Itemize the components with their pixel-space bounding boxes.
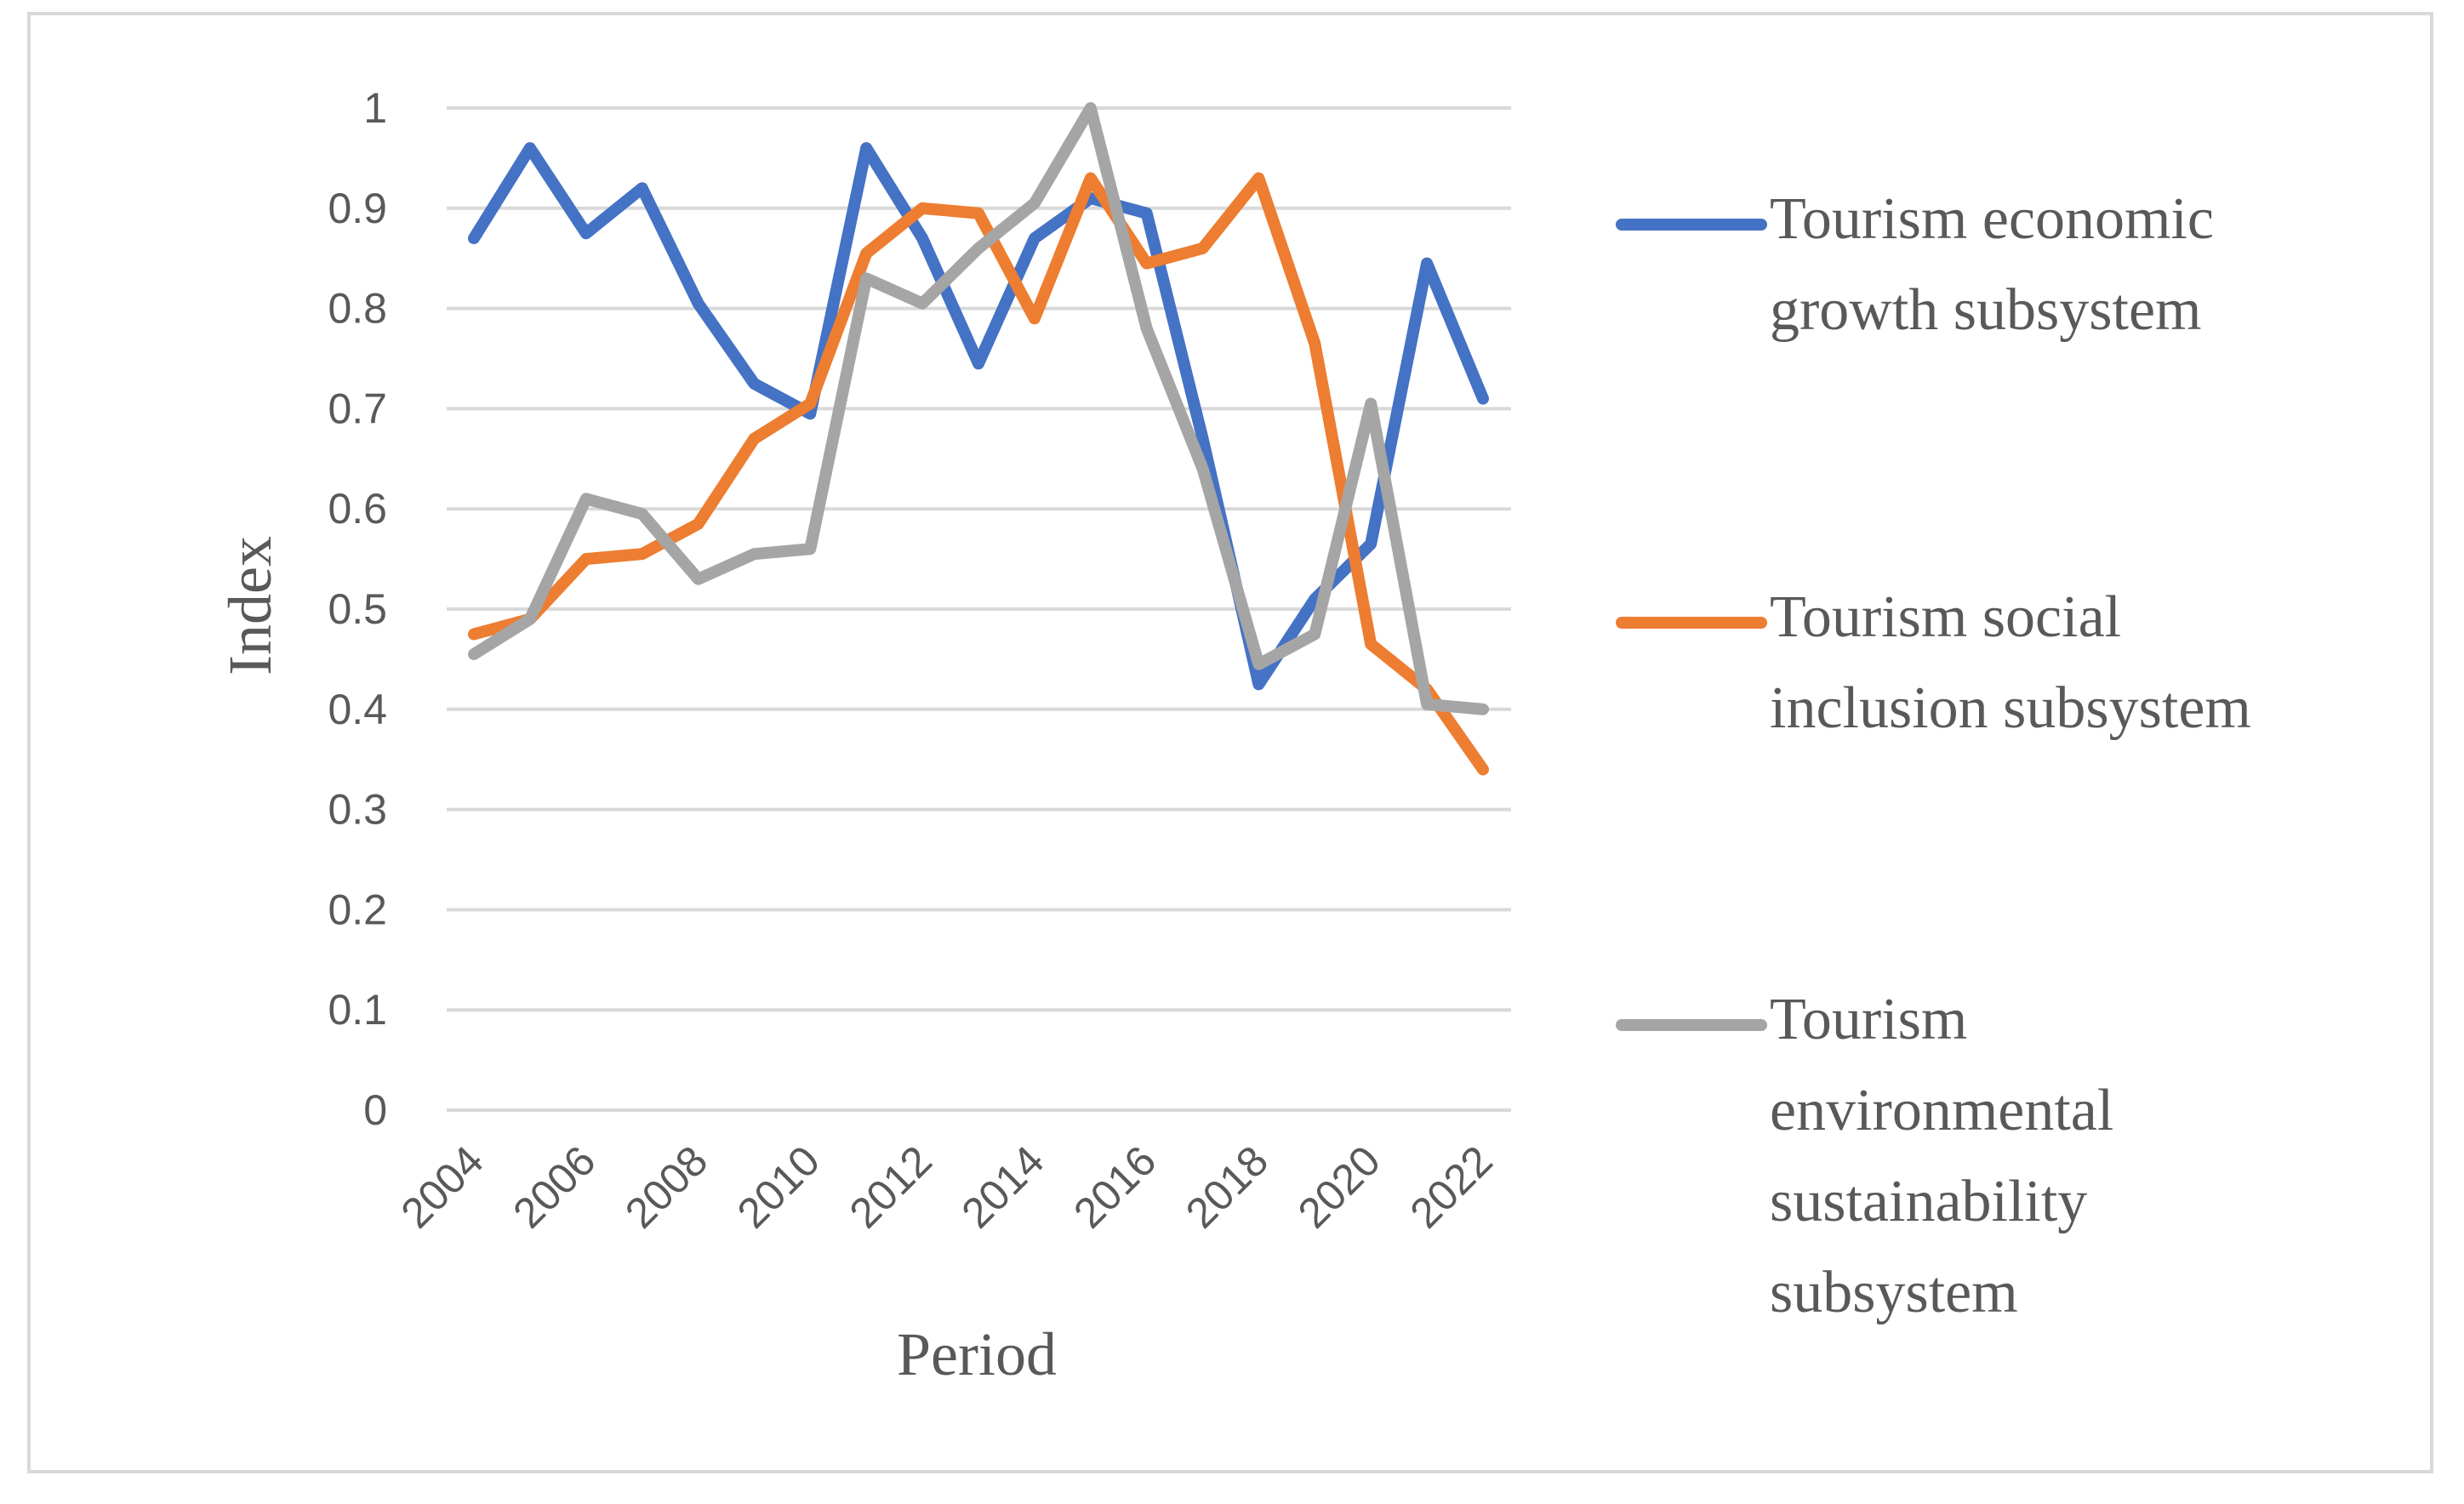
series-line-1	[468, 142, 1489, 691]
x-axis-title: Period	[897, 1320, 1057, 1388]
y-axis-ticks: 0 0.1 0.2 0.3 0.4 0.5 0.6 0.7 0.8 0.9 1	[328, 84, 387, 1134]
legend-item-2: Tourism social inclusion subsystem	[1616, 584, 2251, 741]
series-line-2	[468, 172, 1489, 776]
x-axis-ticks: 2004 2006 2008 2010 2012 2014 2016 2018 2020 2022	[392, 1137, 1502, 1237]
series-line-3	[468, 102, 1489, 715]
x-tick-label: 2010	[728, 1137, 829, 1237]
y-tick-label: 0	[363, 1086, 387, 1134]
x-tick-label: 2016	[1064, 1137, 1165, 1237]
x-tick-label: 2018	[1177, 1137, 1277, 1237]
x-tick-label: 2020	[1289, 1137, 1389, 1237]
x-tick-label: 2008	[616, 1137, 716, 1237]
legend-label: Tourism economic growth subsystem	[1770, 186, 2214, 343]
gridlines	[447, 106, 1511, 1112]
x-tick-label: 2022	[1401, 1137, 1502, 1237]
y-tick-label: 1	[363, 84, 387, 132]
legend-item-3: Tourism environmental sustainability subsys…	[1616, 987, 2113, 1325]
x-tick-label: 2006	[504, 1137, 604, 1237]
x-tick-label: 2012	[841, 1137, 941, 1237]
y-tick-label: 0.2	[328, 886, 387, 933]
chart-frame	[27, 12, 2433, 1473]
legend-label: Tourism environmental sustainability subsys…	[1770, 987, 2113, 1325]
y-tick-label: 0.1	[328, 986, 387, 1034]
legend: Tourism economic growth subsystem Tourism …	[1616, 186, 2251, 1325]
x-tick-label: 2004	[392, 1137, 493, 1237]
y-tick-label: 0.3	[328, 786, 387, 834]
y-tick-label: 0.9	[328, 185, 387, 232]
x-tick-label: 2014	[952, 1137, 1052, 1237]
series-lines	[468, 102, 1489, 776]
y-tick-label: 0.5	[328, 585, 387, 633]
y-axis-title: Index	[216, 536, 284, 675]
y-tick-label: 0.4	[328, 686, 387, 733]
y-tick-label: 0.7	[328, 385, 387, 432]
legend-label: Tourism social inclusion subsystem	[1770, 584, 2251, 741]
legend-item-1: Tourism economic growth subsystem	[1616, 186, 2214, 343]
y-tick-label: 0.6	[328, 485, 387, 533]
y-tick-label: 0.8	[328, 285, 387, 333]
